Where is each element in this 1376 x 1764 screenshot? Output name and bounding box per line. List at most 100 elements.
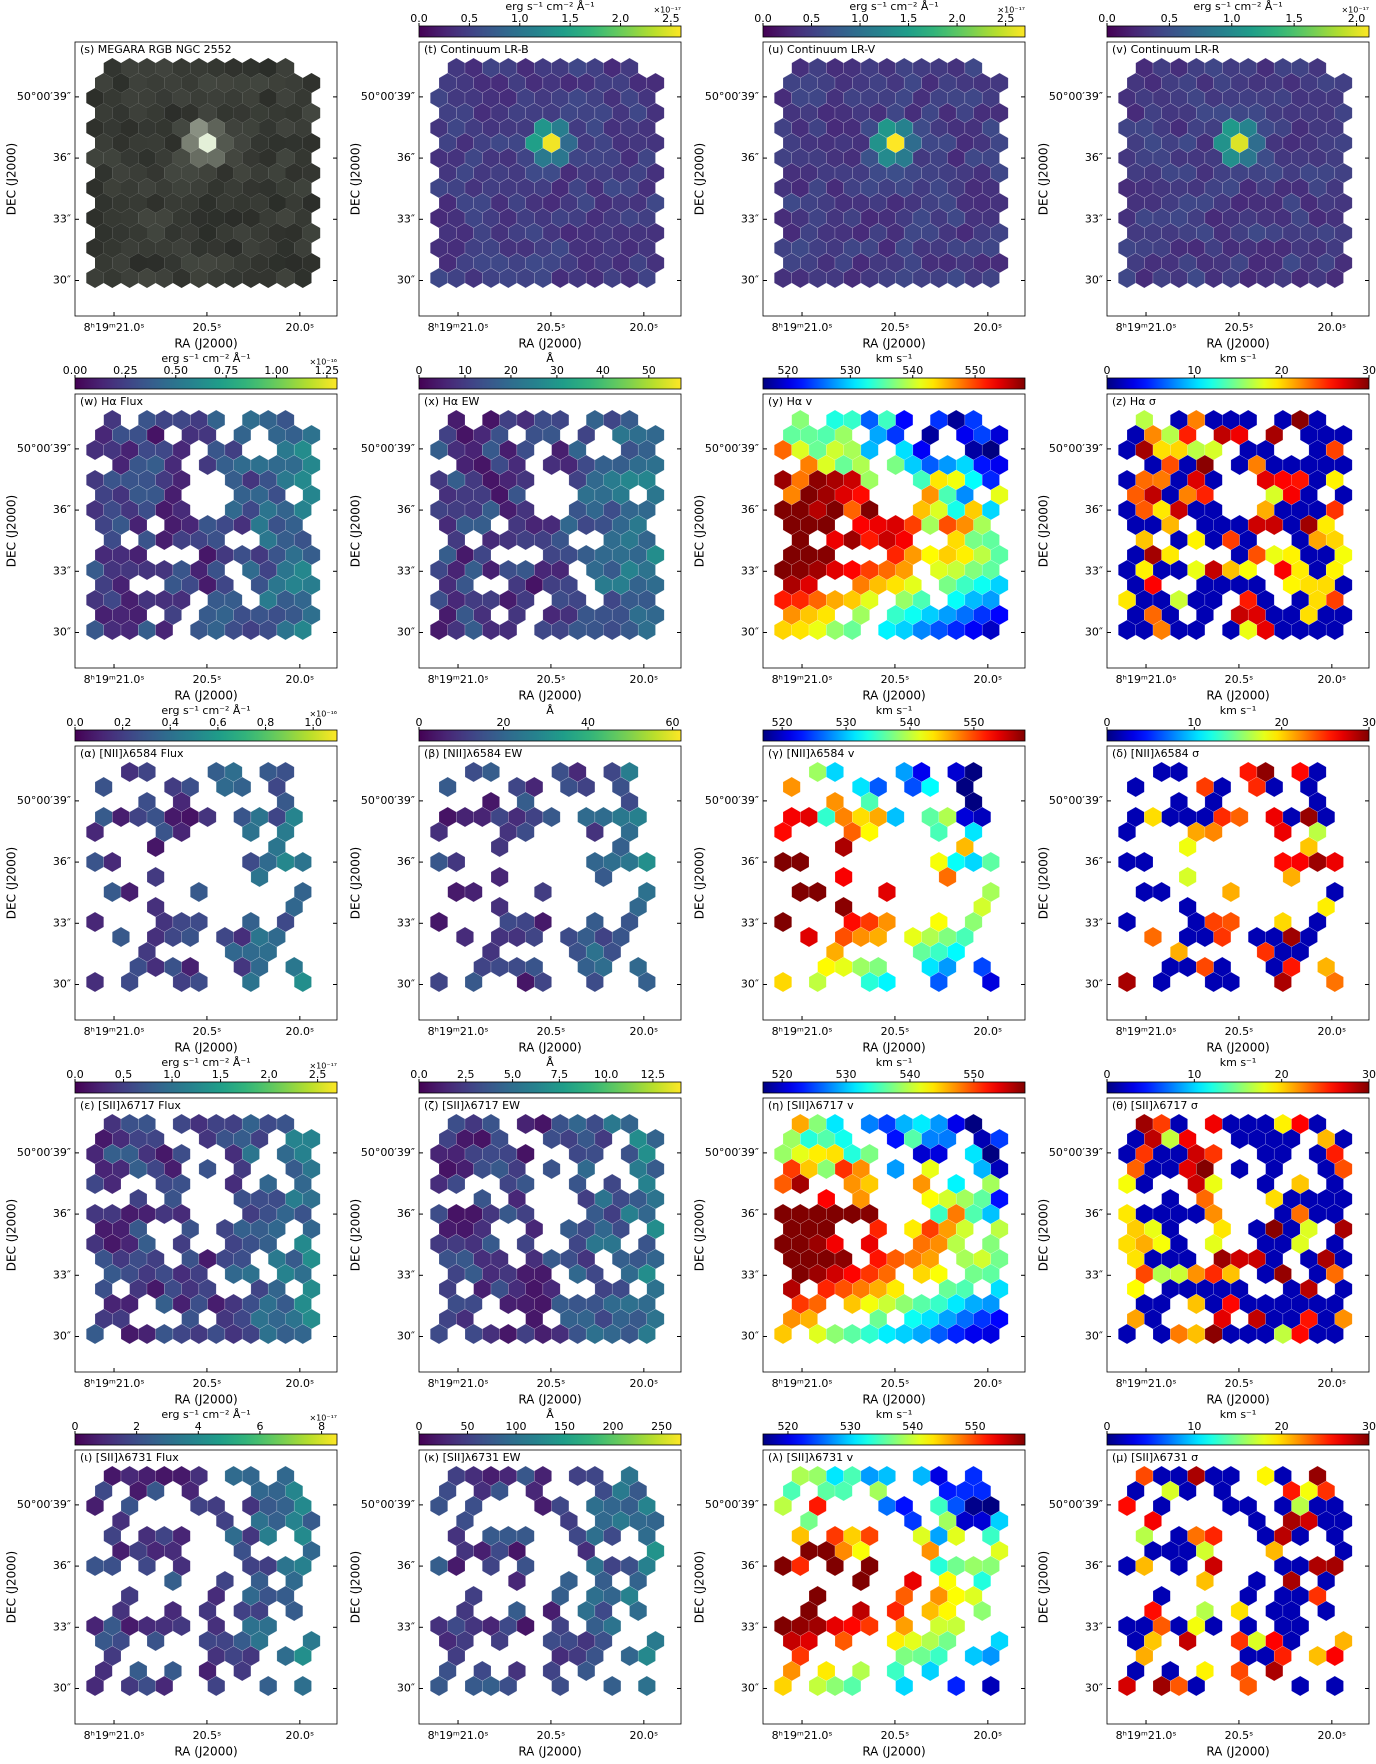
y-tick-label: 36″: [53, 151, 71, 164]
spaxel: [103, 238, 121, 258]
spaxel: [147, 163, 165, 183]
spaxel: [774, 821, 792, 843]
spaxel: [233, 776, 252, 798]
x-tick-label: 20.0ˢ: [1318, 1377, 1347, 1390]
colorbar-tick-label: 20: [1275, 364, 1289, 377]
y-tick-label: 50°00′39″: [17, 442, 71, 455]
spaxel: [155, 58, 173, 78]
y-tick-label: 33″: [53, 212, 71, 225]
spaxel: [103, 208, 121, 228]
colorbar: [74, 1081, 338, 1094]
x-tick-label: 8ʰ19ᵐ21.0ˢ: [84, 1025, 145, 1038]
spaxel: [233, 223, 251, 243]
spaxel: [285, 253, 303, 273]
y-tick-label: 36″: [1085, 1207, 1103, 1220]
y-tick-label: 50°00′39″: [361, 1146, 415, 1159]
spaxel: [216, 223, 234, 243]
colorbar-tick-label: 0.0: [1098, 12, 1116, 25]
colorbar-tick-label: 0.0: [754, 12, 772, 25]
colorbar-tick-label: 2.5: [662, 12, 680, 25]
spaxel: [430, 1675, 448, 1697]
spaxel: [190, 208, 208, 228]
spaxel: [1325, 619, 1344, 641]
spaxel: [834, 866, 853, 888]
spaxel: [637, 971, 656, 993]
spaxel: [834, 1480, 853, 1502]
spaxel: [1213, 926, 1232, 948]
colorbar-label: erg s⁻¹ cm⁻² Å⁻¹: [161, 704, 250, 717]
colorbar-tick-label: 40: [596, 364, 610, 377]
x-tick-label: 20.5ˢ: [537, 321, 566, 334]
spaxel: [878, 971, 896, 993]
y-tick-label: 50°00′39″: [1049, 1146, 1103, 1159]
y-axis-label: DEC (J2000): [693, 847, 707, 919]
x-tick-label: 8ʰ19ᵐ21.0ˢ: [1116, 1025, 1177, 1038]
spaxel: [577, 776, 596, 798]
spaxel: [155, 88, 173, 108]
spaxel: [138, 208, 156, 228]
y-axis-label: DEC (J2000): [693, 1199, 707, 1271]
spaxel: [164, 133, 182, 153]
spaxel: [172, 238, 191, 258]
spaxel: [259, 238, 277, 258]
spaxel: [1273, 971, 1292, 993]
y-tick-label: 36″: [741, 151, 759, 164]
colorbar-tick-label: 540: [902, 364, 923, 377]
x-tick-label: 20.0ˢ: [630, 1377, 659, 1390]
spaxel: [276, 238, 295, 258]
spaxel: [198, 193, 217, 213]
y-axis-label: DEC (J2000): [1037, 143, 1051, 215]
spaxel: [103, 118, 121, 138]
spaxel: [294, 208, 312, 228]
spaxel: [172, 88, 191, 108]
spaxel: [981, 267, 1000, 289]
colorbar-tick-label: 2.5: [309, 1068, 327, 1081]
y-tick-label: 33″: [53, 916, 71, 929]
y-axis-label: DEC (J2000): [693, 495, 707, 567]
y-tick-label: 33″: [741, 916, 759, 929]
colorbar-label: km s⁻¹: [876, 1408, 913, 1421]
spaxel: [155, 178, 173, 198]
spaxel: [585, 821, 604, 843]
spaxel: [103, 88, 121, 108]
spaxel: [224, 88, 243, 108]
spaxel: [430, 1495, 448, 1517]
spaxel: [190, 268, 208, 288]
x-tick-label: 20.5ˢ: [1225, 1377, 1254, 1390]
spaxel: [490, 866, 509, 888]
y-tick-label: 50°00′39″: [17, 1498, 71, 1511]
spaxel: [268, 163, 286, 183]
colorbar-tick-label: 40: [581, 716, 595, 729]
colorbar-tick-label: 1.5: [900, 12, 918, 25]
y-tick-label: 50°00′39″: [1049, 90, 1103, 103]
colorbar-tick-label: 20: [1275, 1420, 1289, 1433]
spaxel: [242, 148, 260, 168]
y-tick-label: 50°00′39″: [1049, 1498, 1103, 1511]
spaxel: [878, 881, 896, 903]
spaxel: [112, 103, 130, 123]
spaxel: [1135, 1173, 1154, 1195]
x-tick-label: 20.0ˢ: [630, 1729, 659, 1742]
spaxel: [86, 118, 104, 138]
colorbar-tick-label: 0.8: [257, 716, 275, 729]
panel-label: (β) [NII]λ6584 EW: [424, 747, 522, 760]
colorbar-offset: ×10⁻¹⁶: [309, 358, 337, 367]
x-tick-label: 20.0ˢ: [630, 673, 659, 686]
spaxel: [499, 619, 518, 641]
colorbar: [74, 1433, 338, 1446]
y-tick-label: 33″: [741, 212, 759, 225]
y-tick-label: 50°00′39″: [705, 794, 759, 807]
spaxel: [147, 193, 165, 213]
spaxel: [637, 851, 656, 873]
spaxel: [294, 88, 312, 108]
colorbar-label: km s⁻¹: [1220, 1056, 1257, 1069]
spaxel: [276, 58, 295, 78]
spaxel: [603, 1525, 622, 1547]
spaxel: [293, 971, 312, 993]
colorbar: [762, 377, 1026, 390]
colorbar-label: erg s⁻¹ cm⁻² Å⁻¹: [161, 1056, 250, 1069]
colorbar-tick-label: 550: [965, 1420, 986, 1433]
spaxel: [172, 208, 191, 228]
colorbar-tick-label: 10: [1187, 364, 1201, 377]
x-tick-label: 20.0ˢ: [1318, 1729, 1347, 1742]
